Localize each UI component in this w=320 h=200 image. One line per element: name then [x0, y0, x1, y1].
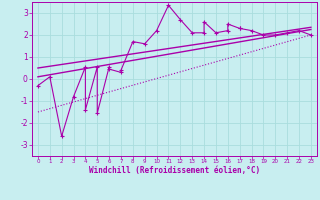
X-axis label: Windchill (Refroidissement éolien,°C): Windchill (Refroidissement éolien,°C) — [89, 166, 260, 175]
